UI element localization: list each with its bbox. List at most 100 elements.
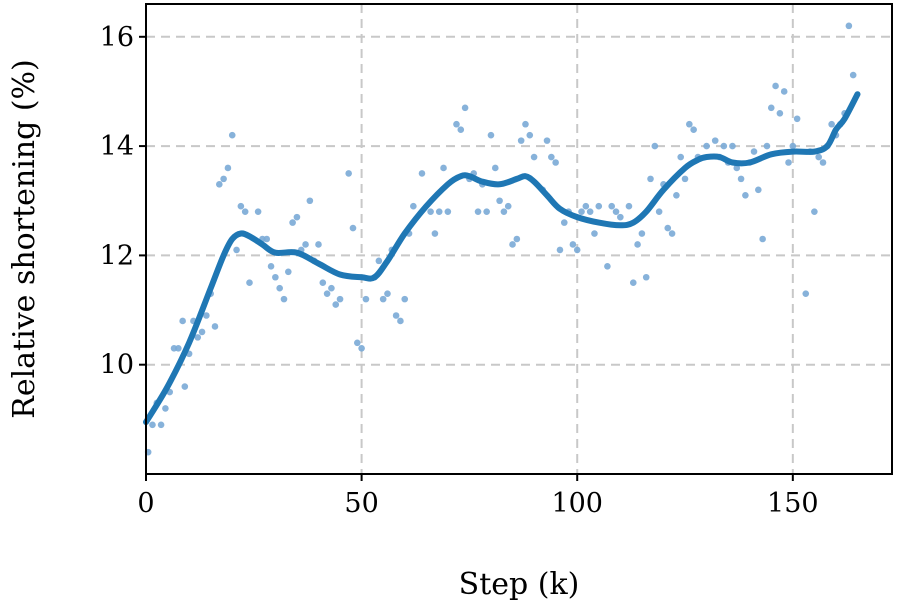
x-tick-label: 50 <box>344 488 378 519</box>
scatter-point <box>375 257 383 265</box>
scatter-point <box>358 345 365 352</box>
scatter-point <box>263 235 271 243</box>
scatter-point <box>750 148 758 155</box>
scatter-point <box>401 295 409 303</box>
scatter-point <box>815 153 822 161</box>
scatter-point <box>483 208 490 215</box>
scatter-point <box>181 383 189 390</box>
scatter-point <box>384 290 391 297</box>
scatter-point <box>668 230 676 237</box>
scatter-point <box>203 312 210 319</box>
scatter-point <box>522 120 529 128</box>
scatter-point <box>711 137 719 144</box>
scatter-point <box>776 110 784 117</box>
x-tick-label: 0 <box>137 488 154 519</box>
scatter-point <box>617 213 624 221</box>
scatter-point <box>664 224 672 232</box>
scatter-point <box>513 235 521 243</box>
scatter-point <box>763 142 771 150</box>
scatter-point <box>315 241 322 248</box>
scatter-point <box>543 137 551 144</box>
scatter-point <box>595 202 603 210</box>
scatter-point <box>789 142 797 150</box>
scatter-point <box>267 263 275 270</box>
x-axis-ticks: 0 50 100 150 <box>137 474 819 519</box>
scatter-point <box>323 290 331 297</box>
scatter-point <box>509 241 516 248</box>
scatter-point <box>733 164 741 172</box>
scatter-point <box>276 284 283 292</box>
scatter-point <box>686 120 693 128</box>
scatter-point <box>802 290 810 297</box>
scatter-point <box>220 175 227 183</box>
scatter-point <box>453 120 460 128</box>
scatter-point <box>328 284 335 292</box>
scatter-point <box>651 142 659 150</box>
scatter-point <box>634 241 641 248</box>
scatter-point <box>233 246 240 254</box>
scatter-point <box>461 104 469 112</box>
scatter-point <box>552 159 559 166</box>
y-tick-label: 12 <box>100 240 134 271</box>
scatter-point <box>332 301 340 308</box>
scatter-point <box>410 202 417 210</box>
scatter-point <box>638 230 646 237</box>
scatter-point <box>254 208 262 215</box>
scatter-point <box>780 88 788 95</box>
scatter-point <box>845 22 853 30</box>
scatter-point <box>228 131 236 139</box>
scatter-point <box>604 263 611 270</box>
scatter-point <box>198 328 206 336</box>
scatter-point <box>194 334 202 341</box>
scatter-point <box>530 153 538 161</box>
scatter-point <box>772 82 779 90</box>
scatter-point <box>353 339 361 347</box>
scatter-point <box>246 279 253 287</box>
scatter-point <box>427 208 434 215</box>
scatter-point <box>474 208 482 215</box>
scatter-point <box>729 142 736 150</box>
scatter-point <box>496 197 503 205</box>
scatter-point <box>625 202 633 210</box>
scatter-point <box>767 104 775 112</box>
scatter-point <box>418 170 426 177</box>
scatter-point <box>673 191 680 199</box>
scatter-point <box>759 235 766 243</box>
scatter-point <box>569 241 577 248</box>
scatter-point <box>241 208 249 215</box>
scatter-point <box>435 208 443 215</box>
scatter-point <box>289 219 296 226</box>
scatter-point <box>392 312 400 319</box>
scatter-point <box>785 159 792 166</box>
scatter-point <box>504 202 512 210</box>
scatter-point <box>793 115 801 123</box>
scatter-point <box>306 197 314 205</box>
scatter-point <box>457 126 465 133</box>
scatter-point <box>397 317 404 325</box>
y-tick-label: 14 <box>100 131 134 162</box>
scatter-point <box>608 202 616 210</box>
scatter-point <box>642 273 650 281</box>
scatter-point <box>556 246 564 254</box>
scatter-point <box>440 164 447 172</box>
scatter-point <box>703 142 710 150</box>
scatter-point <box>487 131 495 139</box>
scatter-point <box>737 175 745 183</box>
plot-frame <box>145 3 893 475</box>
scatter-point <box>149 421 156 429</box>
scatter-point <box>379 295 387 303</box>
scatter-point <box>690 126 697 133</box>
scatter-point <box>285 268 292 276</box>
scatter-point <box>345 170 352 177</box>
scatter-point <box>548 153 555 161</box>
scatter-point <box>491 164 499 172</box>
scatter-point <box>811 208 818 215</box>
y-axis-label: Relative shortening (%) <box>7 59 42 419</box>
scatter-point <box>500 208 508 215</box>
scatter-point <box>655 208 663 215</box>
scatter-point <box>629 279 637 287</box>
scatter-point <box>681 175 689 183</box>
scatter-point <box>237 202 245 210</box>
scatter-point <box>157 421 165 429</box>
